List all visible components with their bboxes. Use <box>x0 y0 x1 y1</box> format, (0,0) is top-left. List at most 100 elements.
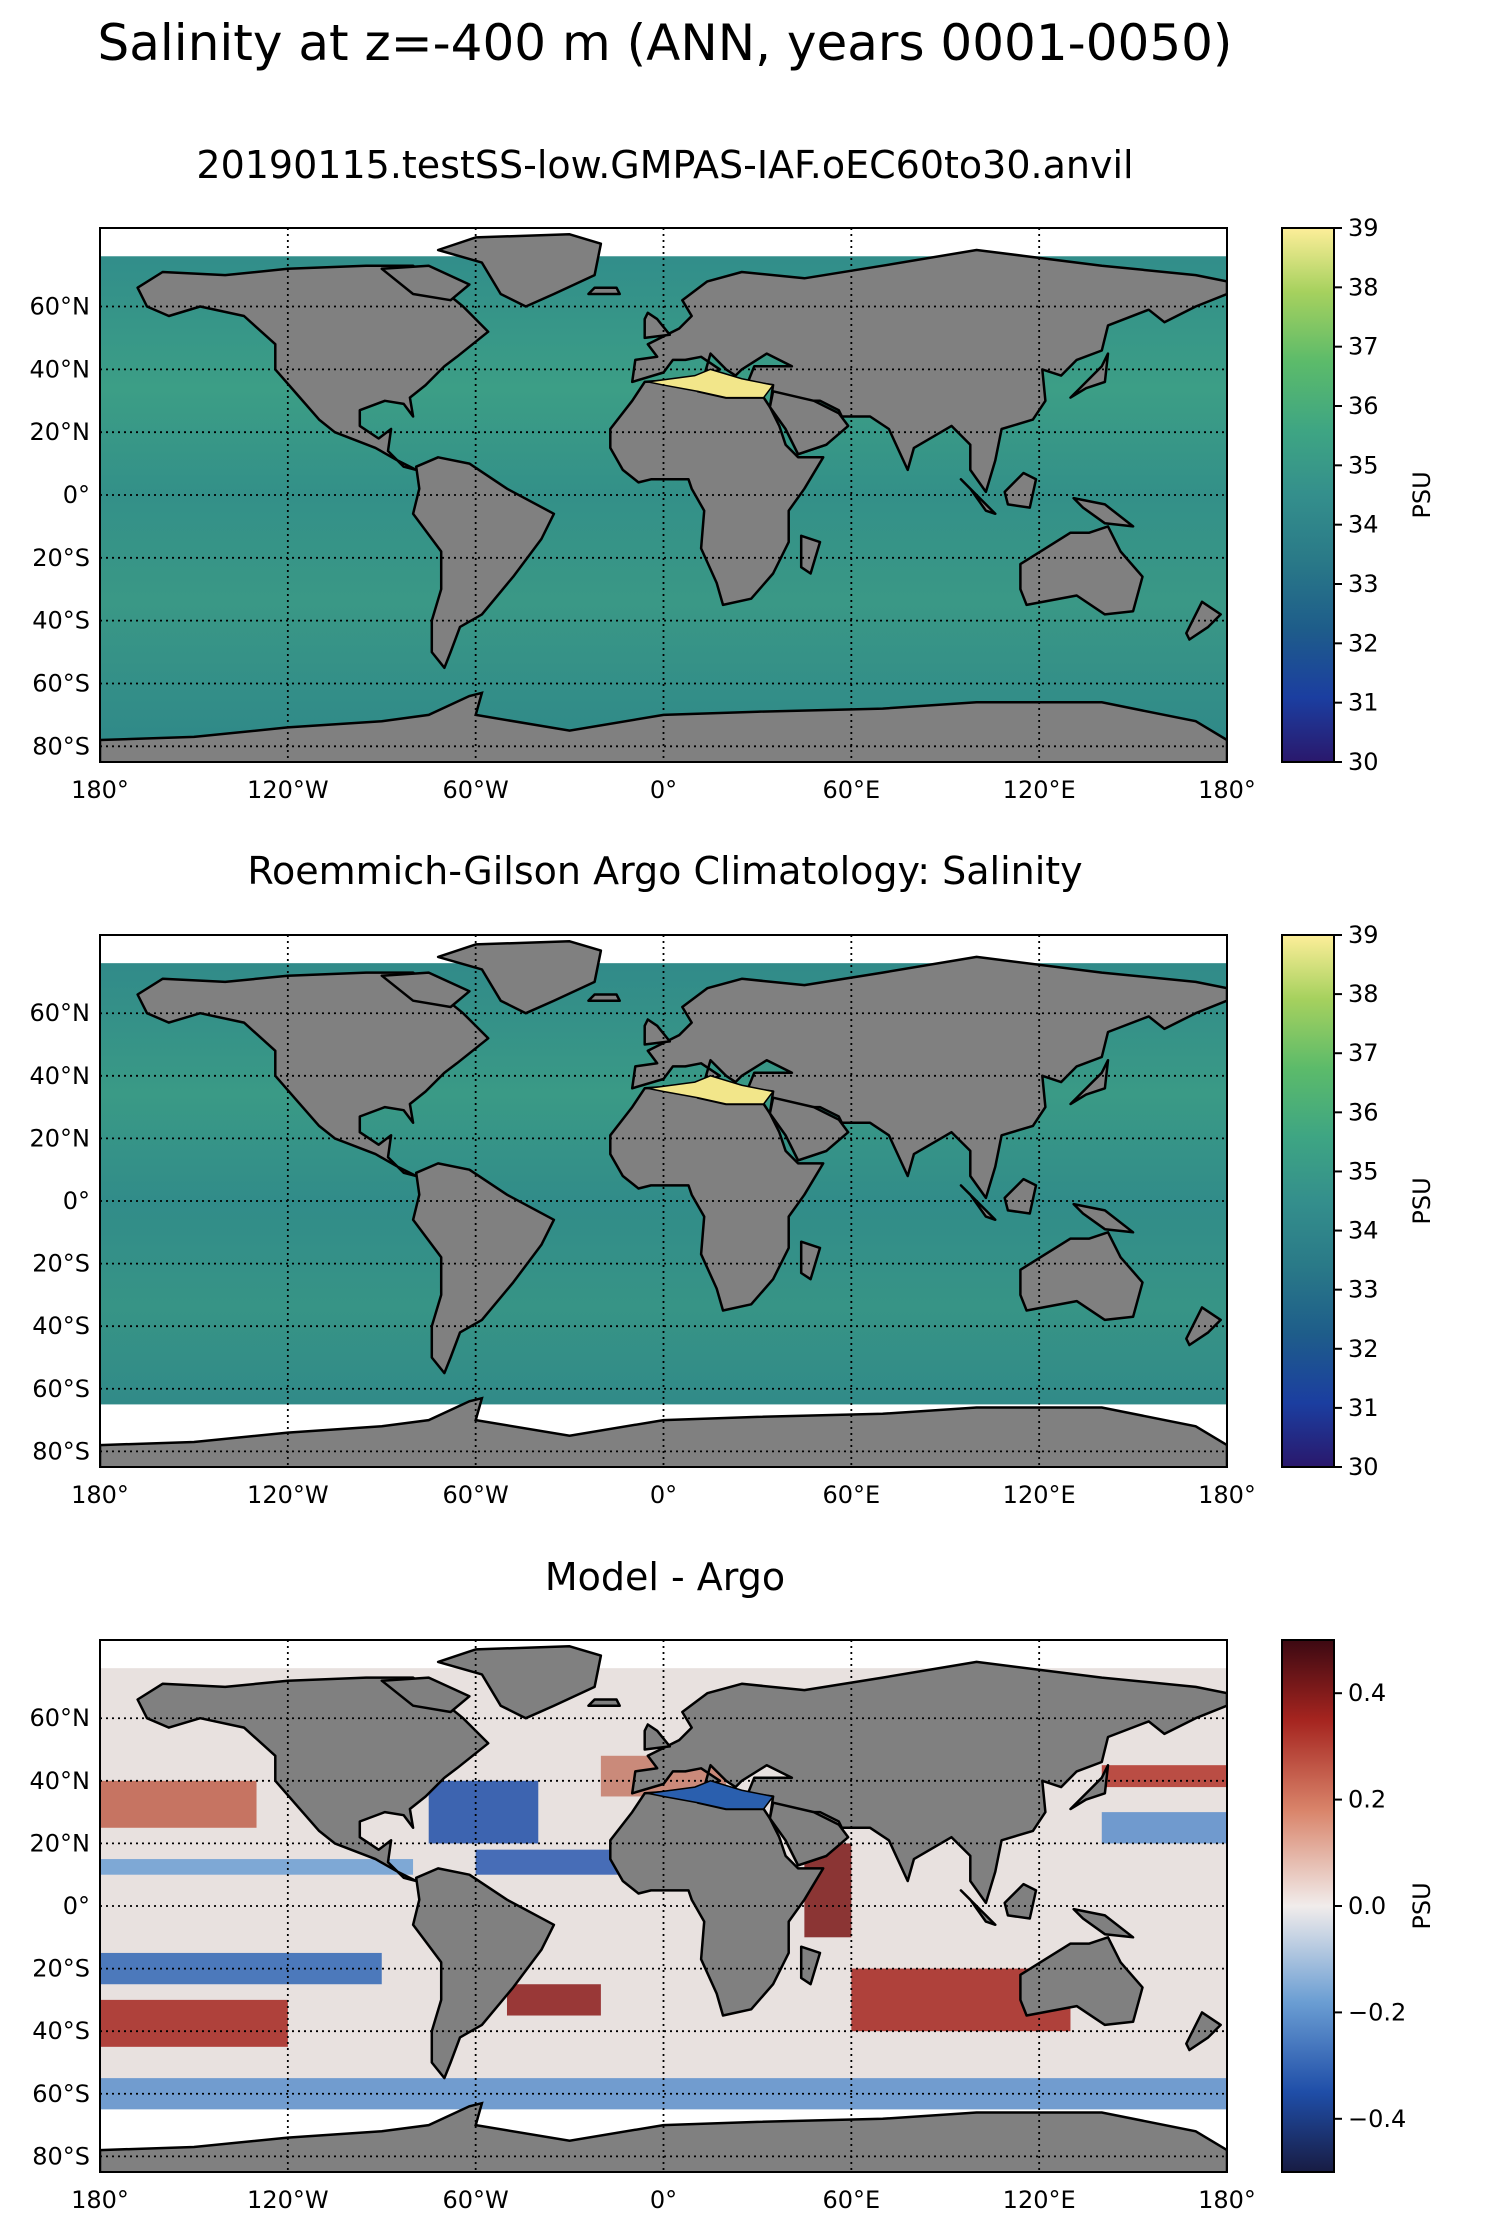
panel-3: Model - Argo 180° 120°W 60°W 0° 60°E 120°E 180°… <box>30 1555 1437 2214</box>
y-tick-label: 40°S <box>32 2017 90 2045</box>
y-tick-label: 60°S <box>32 1375 90 1403</box>
x-tick-label: 120°W <box>247 2186 329 2214</box>
land-borneo <box>1003 1882 1038 1920</box>
land-arabia <box>768 390 850 456</box>
land-antarctica <box>100 2101 1227 2172</box>
colorbar-tick-label: 36 <box>1348 392 1379 420</box>
y-tick-label: 20°N <box>30 1829 91 1857</box>
y-tick-label: 20°S <box>32 1955 90 1983</box>
x-tick-label: 180° <box>71 1481 129 1509</box>
land-japan <box>1069 352 1110 399</box>
colorbar-tick-label: −0.4 <box>1348 2105 1406 2133</box>
x-tick-label: 60°W <box>443 2186 509 2214</box>
y-tick-label: 80°S <box>32 2142 90 2170</box>
colorbar-tick-label: 35 <box>1348 1157 1379 1185</box>
land-baffin <box>380 264 471 302</box>
missing-arctic <box>100 1640 1227 1669</box>
y-tick-label: 40°N <box>30 355 91 383</box>
land-borneo <box>1003 1177 1038 1215</box>
y-tick-label: 0° <box>63 481 90 509</box>
colorbar <box>1281 1639 1335 2173</box>
x-tick-label: 0° <box>650 776 677 804</box>
land-arabia <box>768 1096 850 1162</box>
land-madagascar <box>799 534 822 575</box>
anomaly-band <box>1101 1765 1227 1788</box>
x-tick-label: 180° <box>1198 776 1256 804</box>
land-sumatra <box>959 1889 997 1927</box>
colorbar <box>1281 934 1335 1468</box>
colorbar-tick-label: 37 <box>1348 333 1379 361</box>
y-tick-label: 80°S <box>32 1437 90 1465</box>
y-tick-label: 40°S <box>32 607 90 635</box>
y-tick-label: 20°N <box>30 418 91 446</box>
x-tick-label: 60°E <box>822 776 880 804</box>
colorbar-tick-label: 34 <box>1348 1217 1379 1245</box>
land-greenland <box>436 1645 603 1720</box>
land-madagascar <box>799 1240 822 1281</box>
x-tick-label: 120°E <box>1003 1481 1076 1509</box>
colorbar-tick-label: 0.4 <box>1348 1679 1386 1707</box>
colorbar-tick-label: 33 <box>1348 1276 1379 1304</box>
y-tick-label: 60°N <box>30 999 91 1027</box>
x-tick-label: 0° <box>650 1481 677 1509</box>
panel-title: Roemmich-Gilson Argo Climatology: Salini… <box>247 849 1082 893</box>
panel-title: 20190115.testSS-low.GMPAS-IAF.oEC60to30.… <box>196 143 1133 187</box>
land-greenland <box>436 233 603 308</box>
colorbar-tick-label: 31 <box>1348 689 1379 717</box>
colorbar-label: PSU <box>1408 471 1436 518</box>
y-tick-label: 60°S <box>32 2080 90 2108</box>
land-newZealand <box>1185 1306 1222 1347</box>
colorbar-tick-label: 0.2 <box>1348 1786 1386 1814</box>
y-tick-label: 0° <box>63 1187 90 1215</box>
land-borneo <box>1003 471 1038 509</box>
y-tick-label: 80°S <box>32 732 90 760</box>
mediterranean <box>647 368 775 399</box>
colorbar-tick-label: 37 <box>1348 1039 1379 1067</box>
y-tick-label: 20°S <box>32 1250 90 1278</box>
y-tick-label: 0° <box>63 1892 90 1920</box>
anomaly-band <box>100 1780 257 1828</box>
y-tick-label: 60°S <box>32 669 90 697</box>
land-japan <box>1069 1058 1110 1106</box>
x-tick-label: 180° <box>1198 2186 1256 2214</box>
anomaly-band <box>428 1780 539 1844</box>
panel-title: Model - Argo <box>545 1555 785 1599</box>
land-iceland <box>587 993 621 1002</box>
x-tick-label: 180° <box>1198 1481 1256 1509</box>
land-antarctica <box>100 1396 1227 1467</box>
anomaly-band <box>100 1999 288 2047</box>
y-tick-label: 20°S <box>32 544 90 572</box>
anomaly-band <box>100 1859 414 1875</box>
land-australia <box>1019 525 1144 616</box>
map-area <box>100 935 1227 1467</box>
x-tick-label: 60°E <box>822 2186 880 2214</box>
x-tick-label: 120°E <box>1003 776 1076 804</box>
x-tick-label: 180° <box>71 776 129 804</box>
x-tick-label: 120°W <box>247 776 329 804</box>
colorbar-tick-label: 35 <box>1348 451 1379 479</box>
x-tick-label: 0° <box>650 2186 677 2214</box>
land-arabia <box>768 1801 850 1867</box>
colorbar-tick-label: 30 <box>1348 748 1379 776</box>
mediterranean <box>647 1780 775 1810</box>
panel-1: 20190115.testSS-low.GMPAS-IAF.oEC60to30.… <box>30 143 1437 804</box>
land-southAmerica <box>411 1867 556 2080</box>
land-japan <box>1069 1763 1110 1811</box>
y-tick-label: 40°N <box>30 1767 91 1795</box>
mediterranean <box>647 1075 775 1105</box>
colorbar-tick-label: 39 <box>1348 214 1379 242</box>
land-southAmerica <box>411 1162 556 1375</box>
colorbar-tick-label: 39 <box>1348 921 1379 949</box>
y-tick-label: 40°N <box>30 1062 91 1090</box>
land-madagascar <box>799 1945 822 1986</box>
land-australia <box>1019 1936 1144 2027</box>
colorbar-tick-label: 30 <box>1348 1453 1379 1481</box>
x-tick-label: 120°W <box>247 1481 329 1509</box>
land-newGuinea <box>1072 1907 1135 1939</box>
map-frame <box>99 227 1228 763</box>
colorbar-tick-label: 32 <box>1348 629 1379 657</box>
map-area <box>100 228 1227 762</box>
map-area <box>100 1640 1227 2172</box>
colorbar-label: PSU <box>1408 1177 1436 1224</box>
